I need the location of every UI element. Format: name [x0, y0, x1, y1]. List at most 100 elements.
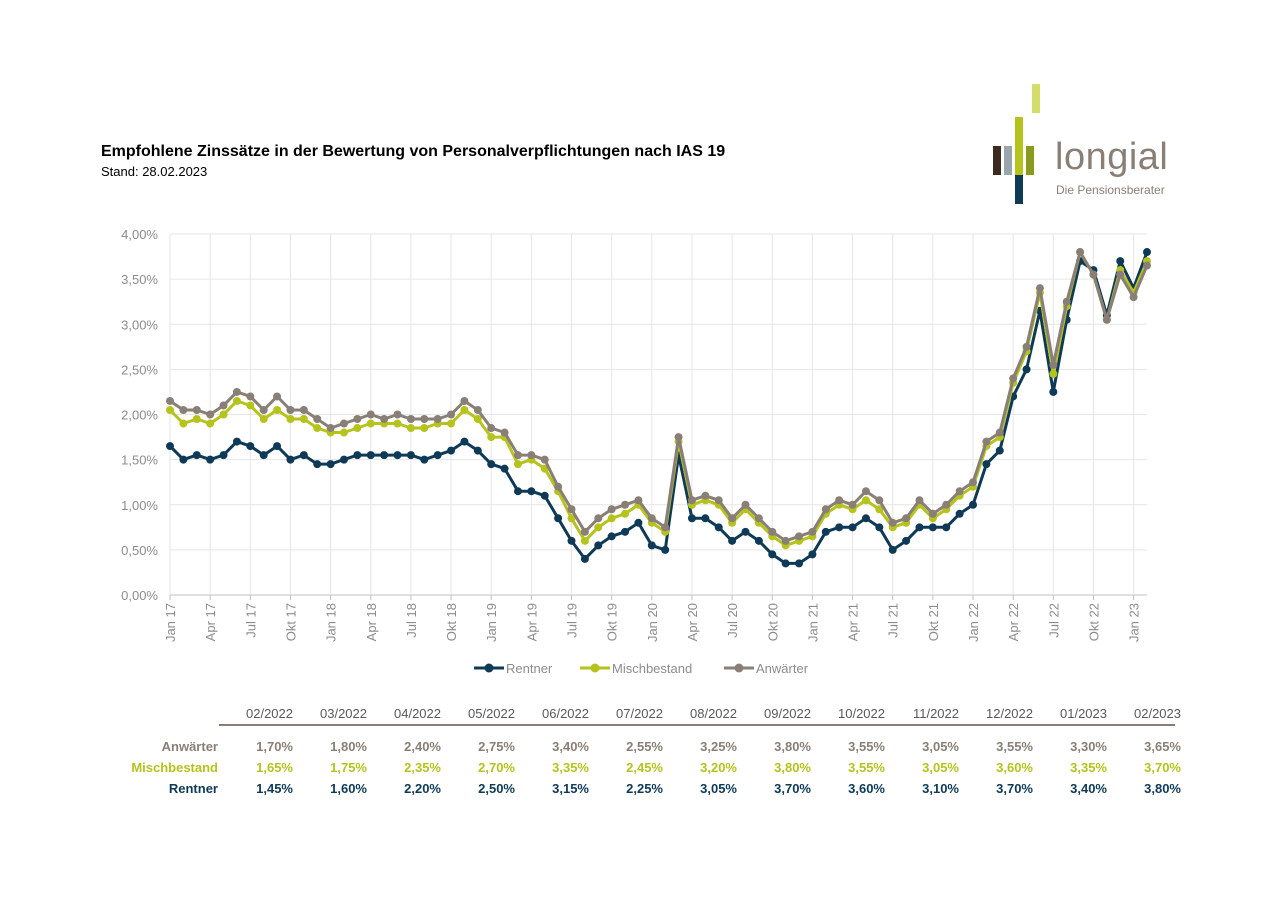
data-point: [326, 424, 335, 433]
table-cell: 3,15%: [552, 781, 589, 796]
table-column-header: 01/2023: [1060, 706, 1107, 721]
table-column-header: 12/2022: [986, 706, 1033, 721]
data-point: [647, 541, 656, 550]
data-point: [969, 500, 978, 509]
x-tick-label: Apr 21: [846, 603, 861, 641]
x-tick-label: Jan 23: [1127, 603, 1142, 642]
series-anwärter: [166, 248, 1151, 545]
data-point: [406, 415, 415, 424]
data-point: [567, 505, 576, 514]
x-axis: Jan 17 Apr 17 Jul 17 Okt 17 Jan 18 Apr 18 Jul …: [163, 595, 1142, 642]
table-column-header: 05/2022: [468, 706, 515, 721]
x-tick-label: Jul 17: [243, 603, 258, 638]
data-point: [835, 496, 844, 505]
data-point: [714, 523, 723, 532]
logo-bar-lightlime: [1032, 84, 1040, 113]
data-point: [861, 496, 870, 505]
data-point: [768, 527, 777, 536]
data-point: [286, 405, 295, 414]
data-point: [166, 405, 174, 414]
data-point: [286, 455, 295, 464]
data-point: [594, 523, 603, 532]
data-point: [513, 487, 522, 496]
y-tick-label: 2,00%: [121, 408, 158, 423]
chart-grid: [169, 233, 1147, 596]
table-cell: 2,20%: [404, 781, 441, 796]
data-point: [259, 451, 268, 460]
table-column-header: 06/2022: [542, 706, 589, 721]
data-point: [540, 491, 549, 500]
table-cell: 2,40%: [404, 739, 441, 754]
table-cell: 3,05%: [922, 760, 959, 775]
data-point: [861, 487, 870, 496]
data-point: [969, 478, 978, 487]
data-point: [192, 415, 201, 424]
table-cell: 1,60%: [330, 781, 367, 796]
table-cell: 3,65%: [1144, 739, 1181, 754]
legend-label: Rentner: [506, 661, 553, 676]
data-point: [353, 424, 362, 433]
table-column-header: 09/2022: [764, 706, 811, 721]
legend-marker: [734, 663, 744, 673]
table-cell: 1,75%: [330, 760, 367, 775]
data-point: [299, 405, 308, 414]
table-cell: 3,05%: [922, 739, 959, 754]
data-point: [995, 446, 1004, 455]
data-point: [380, 451, 389, 460]
data-point: [473, 415, 482, 424]
data-point: [313, 415, 322, 424]
data-point: [875, 523, 884, 532]
data-point: [433, 415, 442, 424]
data-point: [902, 514, 911, 523]
data-point: [179, 405, 188, 414]
data-point: [888, 545, 897, 554]
x-tick-label: Jul 20: [725, 603, 740, 638]
logo-bar-grey: [1004, 146, 1012, 175]
data-point: [447, 446, 456, 455]
data-point: [273, 392, 282, 401]
data-point: [366, 451, 375, 460]
x-tick-label: Apr 18: [364, 603, 379, 641]
legend-marker: [484, 663, 494, 673]
x-tick-label: Apr 20: [685, 603, 700, 641]
data-point: [728, 514, 737, 523]
legend-marker: [590, 663, 600, 673]
data-point: [273, 405, 282, 414]
x-tick-label: Okt 17: [283, 603, 298, 641]
data-point: [741, 527, 750, 536]
table-cell: 1,65%: [256, 760, 293, 775]
data-point: [1049, 387, 1058, 396]
data-point: [166, 396, 174, 405]
table-cell: 3,55%: [848, 739, 885, 754]
chart-legend: Rentner Mischbestand Anwärter: [474, 661, 809, 676]
data-point: [661, 523, 670, 532]
page-subtitle: Stand: 28.02.2023: [101, 164, 208, 179]
data-point: [380, 415, 389, 424]
x-tick-label: Apr 17: [203, 603, 218, 641]
y-tick-label: 4,00%: [121, 227, 158, 242]
data-point: [447, 419, 456, 428]
x-tick-label: Apr 19: [524, 603, 539, 641]
y-tick-label: 1,50%: [121, 453, 158, 468]
data-point: [861, 514, 870, 523]
data-point: [246, 442, 255, 451]
series-rentner: [166, 248, 1151, 568]
data-point: [567, 536, 576, 545]
data-point: [982, 460, 991, 469]
table-cell: 2,35%: [404, 760, 441, 775]
data-point: [513, 460, 522, 469]
data-point: [875, 496, 884, 505]
data-point: [781, 559, 790, 568]
data-point: [594, 514, 603, 523]
table-cell: 2,70%: [478, 760, 515, 775]
data-point: [714, 496, 723, 505]
x-tick-label: Okt 21: [926, 603, 941, 641]
data-point: [875, 505, 884, 514]
data-point: [1062, 297, 1071, 306]
table-column-header: 04/2022: [394, 706, 441, 721]
data-point: [621, 500, 630, 509]
data-point: [259, 415, 268, 424]
table-column-header: 07/2022: [616, 706, 663, 721]
data-point: [580, 536, 589, 545]
table-cell: 1,80%: [330, 739, 367, 754]
